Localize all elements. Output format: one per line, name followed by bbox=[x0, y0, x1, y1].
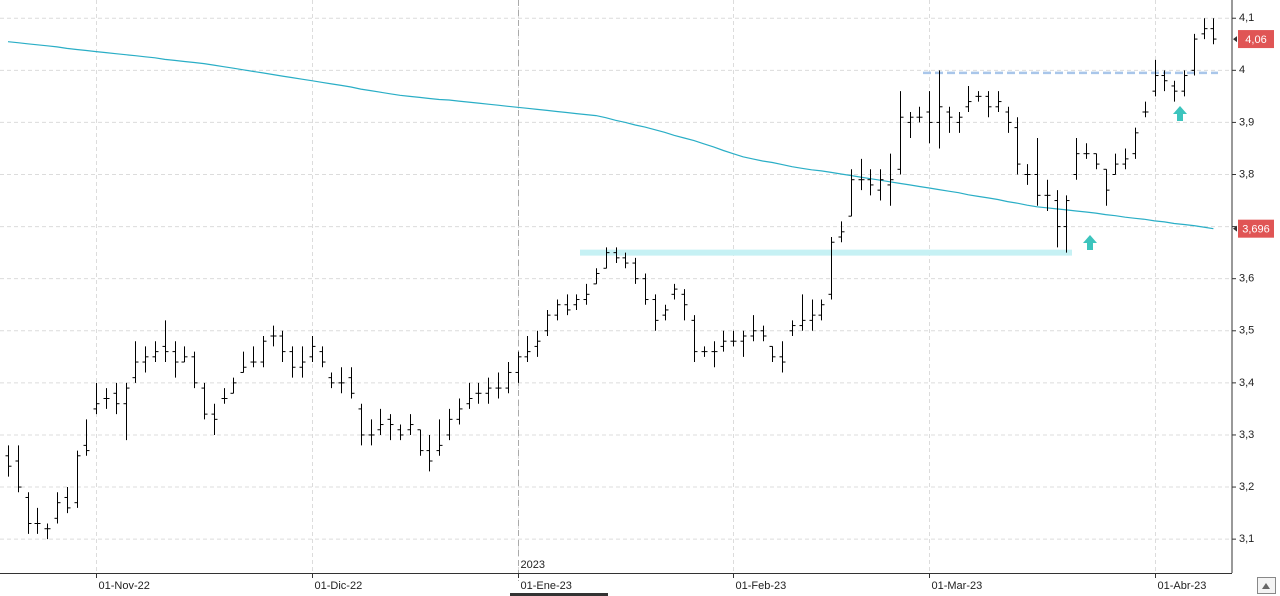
levels bbox=[580, 71, 1218, 256]
x-tick-label: 01-Mar-23 bbox=[932, 580, 983, 592]
labels: 3,13,23,33,43,53,63,73,83,944,101-Nov-22… bbox=[99, 12, 1274, 592]
y-tick-label: 3,2 bbox=[1239, 481, 1254, 493]
current-pointer bbox=[1233, 225, 1237, 232]
x-tick-label: 01-Dic-22 bbox=[315, 580, 363, 592]
bars bbox=[5, 18, 1217, 540]
up-arrow bbox=[1173, 106, 1187, 121]
y-tick-label: 3,3 bbox=[1239, 429, 1254, 441]
current-flag bbox=[1238, 219, 1274, 238]
y-tick-label: 3,1 bbox=[1239, 533, 1254, 545]
zoom-icon bbox=[1262, 583, 1270, 589]
year-marker: 2023 bbox=[521, 559, 545, 571]
current-label: 3,696 bbox=[1242, 224, 1270, 236]
grid bbox=[0, 0, 1232, 581]
current-pointer bbox=[1233, 36, 1237, 43]
y-tick-label: 4 bbox=[1239, 64, 1245, 76]
moving-average-layer bbox=[7, 41, 1214, 230]
y-tick-label: 4,1 bbox=[1239, 12, 1254, 24]
y-tick-label: 3,5 bbox=[1239, 325, 1254, 337]
x-tick-label: 01-Ene-23 bbox=[521, 580, 572, 592]
y-tick-label: 3,9 bbox=[1239, 116, 1254, 128]
x-tick-label: 01-Abr-23 bbox=[1158, 580, 1207, 592]
current-flag bbox=[1238, 30, 1274, 49]
annotations bbox=[1083, 106, 1187, 250]
current-label: 4,06 bbox=[1245, 34, 1266, 46]
x-tick-label: 01-Feb-23 bbox=[736, 580, 787, 592]
moving-average bbox=[7, 41, 1214, 230]
x-tick-label: 01-Nov-22 bbox=[99, 580, 150, 592]
y-tick-label: 3,8 bbox=[1239, 168, 1254, 180]
y-tick-label: 3,4 bbox=[1239, 377, 1254, 389]
y-tick-label: 3,6 bbox=[1239, 273, 1254, 285]
period-marker bbox=[510, 593, 608, 596]
up-arrow bbox=[1083, 235, 1097, 250]
